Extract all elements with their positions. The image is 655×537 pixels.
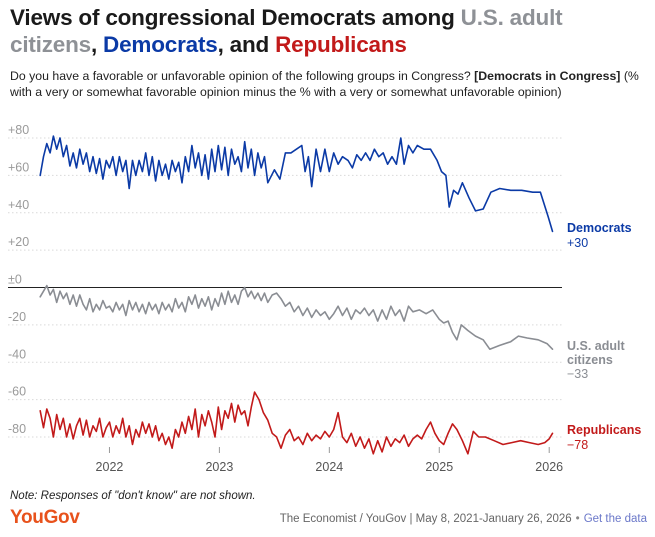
x-tick-label: 2023 bbox=[205, 460, 233, 474]
series-line-dem bbox=[39, 135, 554, 233]
series-line-rep bbox=[39, 391, 554, 455]
get-the-data-link[interactable]: Get the data bbox=[583, 513, 647, 525]
subtitle-definition: (% with a very or somewhat favorable opi… bbox=[10, 69, 639, 99]
title-democrats: Democrats bbox=[103, 32, 218, 57]
x-tick-label: 2022 bbox=[96, 460, 124, 474]
y-tick-label: -80 bbox=[8, 422, 26, 436]
series-end-value: +30 bbox=[567, 236, 588, 250]
title-republicans: Republicans bbox=[275, 32, 407, 57]
title-us-adults: U.S. adult citizens bbox=[10, 5, 563, 57]
series-lines bbox=[39, 135, 554, 455]
series-end-value: −78 bbox=[567, 438, 588, 452]
y-tick-label: +20 bbox=[8, 235, 29, 249]
x-axis-ticks: 2022 2023 2024 2025 2026 bbox=[96, 447, 563, 474]
y-tick-label: -40 bbox=[8, 347, 26, 361]
series-name-label: U.S. adult bbox=[567, 339, 625, 353]
source-line: The Economist / YouGov | May 8, 2021-Jan… bbox=[280, 513, 647, 525]
x-tick-label: 2024 bbox=[315, 460, 343, 474]
footnote: Note: Responses of "don't know" are not … bbox=[10, 490, 256, 502]
series-name-label: Republicans bbox=[567, 423, 641, 437]
source-separator: • bbox=[575, 513, 580, 525]
y-tick-label: -20 bbox=[8, 310, 26, 324]
subtitle-group: [Democrats in Congress] bbox=[474, 69, 621, 83]
series-name-label: Democrats bbox=[567, 221, 632, 235]
y-tick-label: -60 bbox=[8, 385, 26, 399]
y-tick-label: ±0 bbox=[8, 273, 22, 287]
title-sep-2: , and bbox=[217, 32, 276, 57]
yougov-logo[interactable]: YouGov bbox=[10, 507, 80, 528]
series-line-us bbox=[39, 284, 554, 350]
series-end-value: −33 bbox=[567, 367, 588, 381]
title-prefix: Views of congressional Democrats among bbox=[10, 5, 461, 30]
y-axis-ticks: +80 +60 +40 +20 ±0 -20 -40 -60 -80 bbox=[8, 123, 29, 436]
title-sep-1: , bbox=[90, 32, 104, 57]
subtitle-question: Do you have a favorable or unfavorable o… bbox=[10, 69, 475, 83]
chart-subtitle: Do you have a favorable or unfavorable o… bbox=[10, 68, 650, 100]
y-tick-label: +60 bbox=[8, 160, 29, 174]
series-name-label: citizens bbox=[567, 353, 613, 367]
x-tick-label: 2026 bbox=[535, 460, 563, 474]
source-text: The Economist / YouGov | May 8, 2021-Jan… bbox=[279, 513, 572, 525]
y-tick-label: +80 bbox=[8, 123, 29, 137]
chart-title: Views of congressional Democrats among U… bbox=[10, 4, 650, 58]
x-tick-label: 2025 bbox=[425, 460, 453, 474]
y-tick-label: +40 bbox=[8, 198, 29, 212]
